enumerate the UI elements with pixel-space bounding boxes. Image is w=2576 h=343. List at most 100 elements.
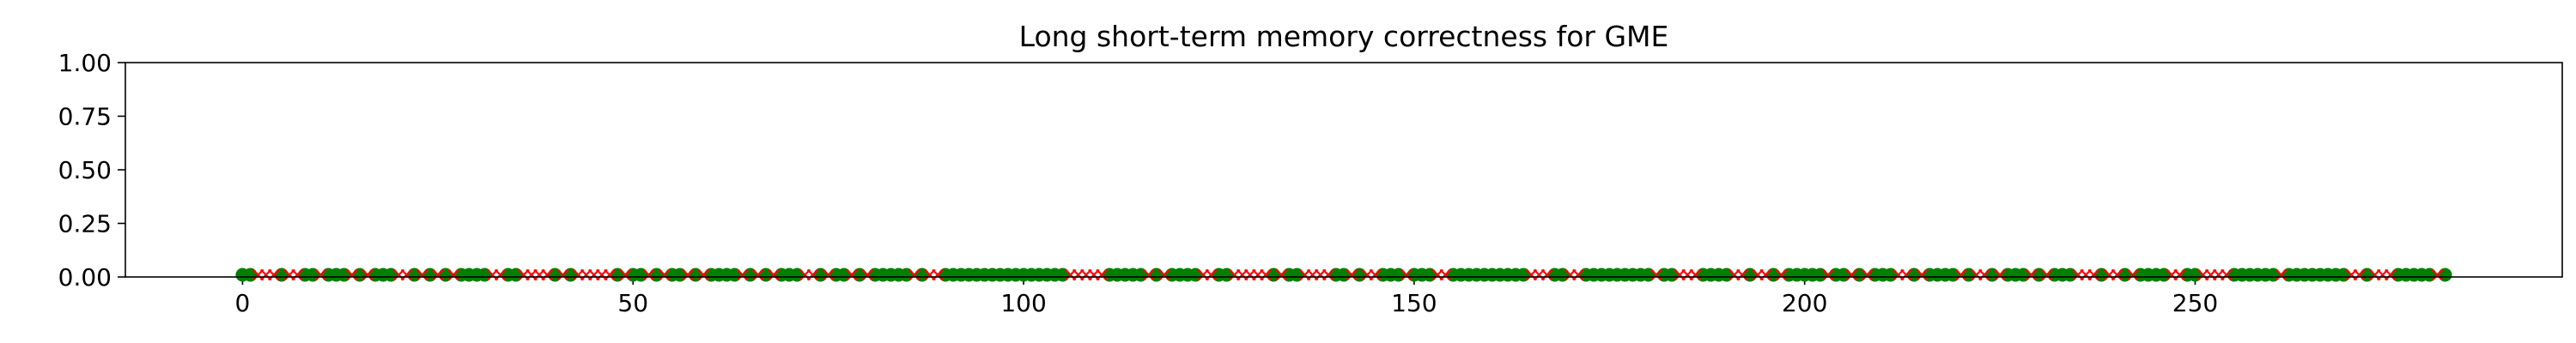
x-tick-label: 100 [1000, 289, 1046, 317]
correct-point [1149, 268, 1163, 282]
data-points [235, 268, 2452, 282]
correct-point [1267, 268, 1281, 282]
incorrect-point [1845, 268, 1858, 281]
correct-point [1837, 268, 1851, 282]
incorrect-point [846, 268, 858, 281]
x-tick-label: 0 [235, 289, 251, 317]
incorrect-point [1572, 268, 1584, 281]
incorrect-point [494, 268, 507, 281]
correct-point [649, 268, 664, 282]
correct-point [2188, 268, 2202, 282]
incorrect-point [268, 268, 280, 281]
incorrect-point [1400, 268, 1413, 281]
incorrect-point [682, 268, 694, 281]
incorrect-point [1540, 268, 1553, 281]
y-tick-label: 0.25 [58, 210, 112, 238]
correct-point [2157, 268, 2172, 282]
correct-point [274, 268, 289, 282]
incorrect-point [697, 268, 709, 281]
incorrect-point [768, 268, 780, 281]
incorrect-point [806, 268, 819, 281]
chart-title: Long short-term memory correctness for G… [1019, 20, 1669, 53]
incorrect-point [908, 268, 920, 281]
incorrect-point [2221, 268, 2233, 281]
incorrect-point [432, 268, 444, 281]
incorrect-point [736, 268, 749, 281]
incorrect-point [2087, 268, 2100, 281]
incorrect-point [2111, 268, 2123, 281]
correct-point [352, 268, 367, 282]
incorrect-point [1650, 268, 1662, 281]
correct-point [1219, 268, 1234, 282]
x-tick-label: 50 [617, 289, 648, 317]
correct-point [1813, 268, 1827, 282]
incorrect-point [752, 268, 764, 281]
incorrect-point [642, 268, 655, 281]
correct-point [1055, 268, 1070, 282]
incorrect-point [2025, 268, 2038, 281]
correct-point [438, 268, 453, 282]
correct-point [727, 268, 742, 282]
incorrect-point [361, 268, 374, 281]
correct-point [1641, 268, 1656, 282]
correct-point [2422, 268, 2437, 282]
correct-point [2438, 268, 2452, 282]
incorrect-point [1861, 268, 1874, 281]
incorrect-point [1822, 268, 1834, 281]
correct-point [2063, 268, 2077, 282]
incorrect-point [447, 268, 459, 281]
correct-point [1290, 268, 1304, 282]
x-axis: 0 50 100 150 200 250 [235, 277, 2218, 317]
incorrect-point [604, 268, 616, 281]
incorrect-point [1439, 268, 1452, 281]
incorrect-point [1158, 268, 1170, 281]
correct-point [1907, 268, 1922, 282]
correct-point [1391, 268, 1406, 282]
correct-point [2336, 268, 2351, 282]
x-tick-label: 250 [2172, 289, 2218, 317]
correct-point [1188, 268, 1203, 282]
correct-point [1719, 268, 1734, 282]
y-tick-label: 0.50 [58, 156, 112, 184]
incorrect-point [822, 268, 835, 281]
correct-point [1883, 268, 1898, 282]
correct-point [899, 268, 914, 282]
correct-point [634, 268, 648, 282]
correct-point [563, 268, 578, 282]
incorrect-point [1954, 268, 1967, 281]
incorrect-point [346, 268, 358, 281]
correct-point [477, 268, 492, 282]
correct-point [508, 268, 523, 282]
incorrect-point [541, 268, 553, 281]
y-axis: 0.00 0.25 0.50 0.75 1.00 [58, 49, 125, 292]
x-tick-label: 150 [1391, 289, 1437, 317]
incorrect-point [2385, 268, 2397, 281]
x-tick-label: 200 [1782, 289, 1827, 317]
incorrect-point [400, 268, 413, 281]
incorrect-point [2275, 268, 2287, 281]
incorrect-point [314, 268, 327, 281]
correct-point [2360, 268, 2374, 282]
correct-point [853, 268, 867, 282]
correct-point [1337, 268, 1351, 282]
correct-point [1555, 268, 1570, 282]
incorrect-point [619, 268, 631, 281]
incorrect-point [861, 268, 873, 281]
incorrect-point [291, 268, 303, 281]
correct-point [2032, 268, 2046, 282]
correct-point [790, 268, 805, 282]
incorrect-point [1322, 268, 1334, 281]
correct-point [1133, 268, 1148, 282]
correct-point [1946, 268, 1960, 282]
incorrect-point [1096, 268, 1108, 281]
y-tick-label: 1.00 [58, 49, 112, 77]
correct-point [2266, 268, 2281, 282]
incorrect-point [2173, 268, 2186, 281]
correct-point [1665, 268, 1680, 282]
correct-point [1961, 268, 1976, 282]
correct-point [243, 268, 258, 282]
incorrect-point [1978, 268, 1990, 281]
correct-point [337, 268, 351, 282]
